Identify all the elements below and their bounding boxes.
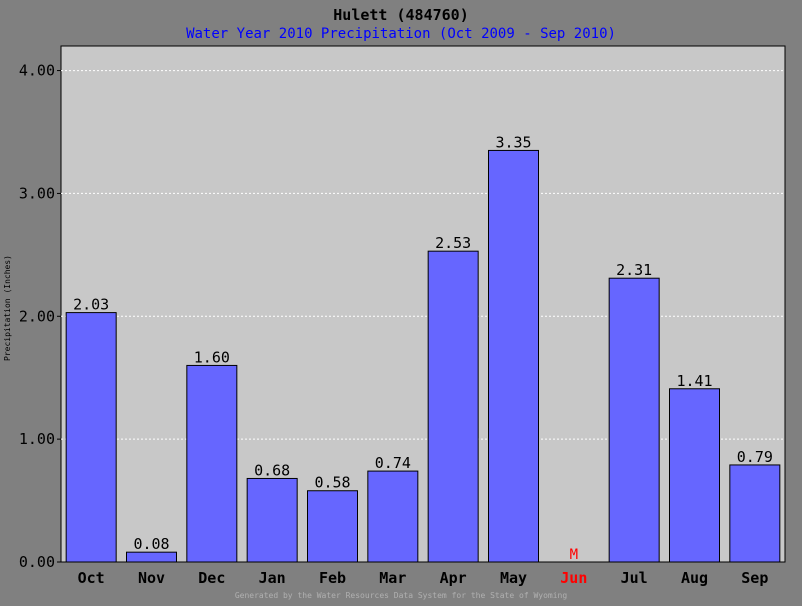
value-labels: 2.03 0.08 1.60 0.68 0.58 0.74 2.53 3.35 M 2.31 1.4… <box>73 133 773 563</box>
chart-subtitle: Water Year 2010 Precipitation (Oct 2009 … <box>186 26 616 42</box>
bar-jan <box>246 477 298 563</box>
bar-nov <box>126 551 177 563</box>
x-tick-label-jun: Jun <box>560 569 587 587</box>
bars <box>65 149 781 563</box>
y-tick-label: 1.00 <box>19 430 55 448</box>
value-label-feb: 0.58 <box>314 474 350 492</box>
gridlines <box>57 70 785 563</box>
x-tick-label-jan: Jan <box>259 569 286 587</box>
x-tick-label-feb: Feb <box>319 569 346 587</box>
x-tick-label-apr: Apr <box>440 569 467 587</box>
x-tick-label-mar: Mar <box>379 569 406 587</box>
value-label-aug: 1.41 <box>676 372 712 390</box>
bar-dec <box>186 364 238 563</box>
bar-sep <box>729 464 781 563</box>
value-label-jan: 0.68 <box>254 461 290 479</box>
x-tick-labels: Oct Nov Dec Jan Feb Mar Apr May Jun Jul Aug Sep <box>78 569 769 587</box>
value-label-jul: 2.31 <box>616 261 652 279</box>
y-tick-label: 2.00 <box>19 307 55 325</box>
bar-mar <box>367 470 419 563</box>
plot-area <box>60 45 786 563</box>
value-label-mar: 0.74 <box>375 454 411 472</box>
x-tick-label-aug: Aug <box>681 569 708 587</box>
bar-aug <box>669 388 720 563</box>
y-tick-label: 0.00 <box>19 553 55 571</box>
y-tick-label: 3.00 <box>19 184 55 202</box>
bar-jul <box>608 277 660 563</box>
chart-title: Hulett (484760) <box>333 6 468 24</box>
x-tick-label-nov: Nov <box>138 569 165 587</box>
y-axis-label: Precipitation (Inches) <box>3 255 12 361</box>
x-tick-label-sep: Sep <box>741 569 768 587</box>
value-label-apr: 2.53 <box>435 234 471 252</box>
value-label-jun: M <box>570 547 578 563</box>
footer-credit: Generated by the Water Resources Data Sy… <box>235 591 568 600</box>
bar-may <box>488 149 539 563</box>
value-label-oct: 2.03 <box>73 296 109 314</box>
y-tick-label: 4.00 <box>19 62 55 80</box>
x-tick-label-oct: Oct <box>78 569 105 587</box>
value-label-may: 3.35 <box>495 133 531 151</box>
y-tick-labels: 0.00 1.00 2.00 3.00 4.00 <box>19 62 55 571</box>
bar-feb <box>307 490 358 563</box>
x-tick-label-dec: Dec <box>198 569 225 587</box>
x-tick-label-may: May <box>500 569 527 587</box>
x-tick-label-jul: Jul <box>621 569 648 587</box>
value-label-nov: 0.08 <box>133 535 169 553</box>
value-label-sep: 0.79 <box>737 448 773 466</box>
value-label-dec: 1.60 <box>194 348 230 366</box>
bar-apr <box>427 250 479 563</box>
bar-oct <box>65 312 117 563</box>
